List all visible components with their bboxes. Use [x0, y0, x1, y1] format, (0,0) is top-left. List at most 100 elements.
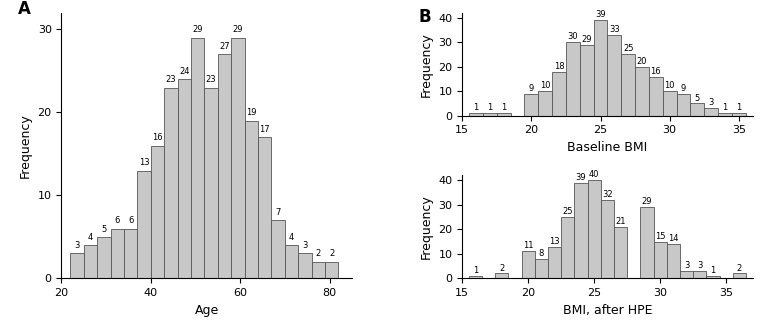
Bar	[245, 121, 258, 278]
Text: 30: 30	[568, 32, 578, 41]
Text: 10: 10	[540, 81, 551, 90]
Text: 39: 39	[595, 10, 606, 19]
Text: 29: 29	[233, 25, 243, 34]
Bar	[525, 94, 538, 116]
Text: 2: 2	[316, 250, 321, 259]
Text: 29: 29	[193, 25, 203, 34]
Y-axis label: Frequency: Frequency	[420, 195, 433, 259]
Bar	[285, 245, 298, 278]
Text: 24: 24	[179, 67, 190, 76]
Text: 16: 16	[650, 67, 661, 76]
Bar	[733, 274, 746, 278]
Bar	[271, 220, 285, 278]
Text: 1: 1	[487, 103, 492, 112]
Text: 29: 29	[581, 35, 592, 44]
Bar	[538, 91, 552, 116]
Text: 25: 25	[563, 207, 573, 216]
Text: 2: 2	[737, 263, 742, 273]
Bar	[690, 103, 704, 116]
Bar	[231, 38, 245, 278]
Text: 7: 7	[276, 208, 281, 217]
Text: 33: 33	[609, 25, 620, 34]
Text: 32: 32	[602, 190, 613, 199]
Bar	[614, 227, 627, 278]
Text: 25: 25	[623, 44, 634, 53]
Bar	[84, 245, 98, 278]
Bar	[732, 113, 746, 116]
Text: 9: 9	[528, 84, 534, 93]
Bar	[191, 38, 204, 278]
Text: 13: 13	[139, 158, 150, 167]
Bar	[694, 271, 707, 278]
Text: 4: 4	[88, 233, 93, 242]
Bar	[258, 137, 271, 278]
Bar	[649, 76, 663, 116]
Bar	[635, 67, 649, 116]
Bar	[552, 72, 566, 116]
Text: A: A	[18, 0, 31, 18]
Bar	[667, 244, 680, 278]
Text: 23: 23	[206, 75, 217, 84]
Text: 1: 1	[723, 103, 727, 112]
Text: 1: 1	[737, 103, 741, 112]
Text: 18: 18	[554, 62, 564, 71]
Bar	[151, 146, 164, 278]
Bar	[588, 180, 601, 278]
Text: 19: 19	[246, 108, 257, 117]
Bar	[601, 200, 614, 278]
Bar	[535, 259, 548, 278]
Text: 2: 2	[329, 250, 334, 259]
Bar	[521, 252, 535, 278]
Text: 23: 23	[166, 75, 176, 84]
Bar	[566, 42, 580, 116]
Text: 21: 21	[615, 217, 626, 226]
Bar	[98, 237, 111, 278]
Bar	[663, 91, 677, 116]
Bar	[707, 276, 720, 278]
Text: 6: 6	[114, 216, 120, 225]
Text: 5: 5	[695, 93, 700, 102]
Text: 40: 40	[589, 170, 600, 180]
Bar	[177, 79, 191, 278]
Text: 14: 14	[668, 234, 679, 243]
Text: 3: 3	[697, 261, 703, 270]
Bar	[621, 54, 635, 116]
Bar	[218, 54, 231, 278]
Bar	[548, 246, 561, 278]
Text: 3: 3	[74, 241, 80, 250]
Text: 1: 1	[501, 103, 506, 112]
Text: 15: 15	[655, 232, 666, 241]
Bar	[111, 228, 124, 278]
Text: 1: 1	[710, 266, 716, 275]
Y-axis label: Frequency: Frequency	[420, 32, 433, 97]
Bar	[641, 207, 654, 278]
Bar	[469, 113, 483, 116]
Bar	[718, 113, 732, 116]
Bar	[325, 262, 339, 278]
Text: 3: 3	[708, 99, 713, 108]
Bar	[468, 276, 482, 278]
Text: 17: 17	[260, 125, 270, 134]
Text: 1: 1	[473, 266, 478, 275]
Text: 5: 5	[101, 225, 107, 234]
Bar	[298, 253, 312, 278]
Text: 3: 3	[684, 261, 690, 270]
Bar	[654, 242, 667, 278]
Bar	[680, 271, 694, 278]
Text: B: B	[419, 8, 432, 26]
Text: 2: 2	[499, 263, 505, 273]
Text: 39: 39	[576, 173, 586, 182]
X-axis label: Age: Age	[194, 304, 219, 317]
Y-axis label: Frequency: Frequency	[19, 113, 32, 178]
Text: 10: 10	[664, 81, 675, 90]
Bar	[574, 183, 588, 278]
Bar	[607, 35, 621, 116]
Bar	[124, 228, 137, 278]
Text: 27: 27	[219, 42, 230, 51]
Bar	[561, 217, 574, 278]
Text: 9: 9	[681, 84, 686, 93]
Text: 4: 4	[289, 233, 294, 242]
Text: 8: 8	[538, 249, 544, 258]
X-axis label: BMI, after HPE: BMI, after HPE	[563, 304, 652, 317]
Bar	[580, 45, 594, 116]
